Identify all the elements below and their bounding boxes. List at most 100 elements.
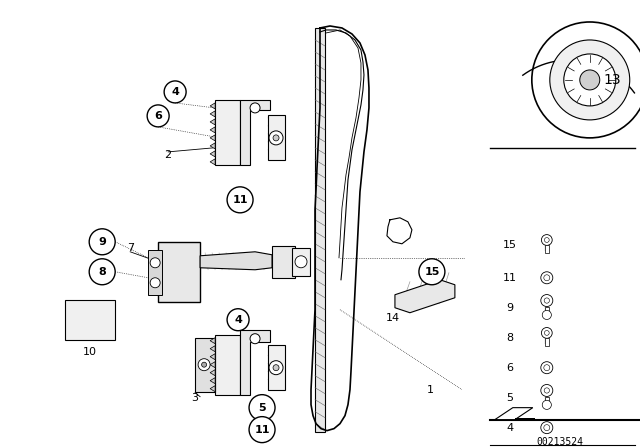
Circle shape <box>419 259 445 285</box>
Polygon shape <box>268 115 285 160</box>
Text: 9: 9 <box>506 303 513 313</box>
Text: 11: 11 <box>503 273 517 283</box>
Circle shape <box>541 422 553 434</box>
Polygon shape <box>495 408 533 420</box>
Circle shape <box>202 362 207 367</box>
Polygon shape <box>158 242 200 302</box>
Circle shape <box>227 187 253 213</box>
Text: 9: 9 <box>99 237 106 247</box>
Polygon shape <box>65 300 115 340</box>
Text: 4: 4 <box>171 87 179 97</box>
Circle shape <box>269 131 283 145</box>
Text: 11: 11 <box>232 195 248 205</box>
Circle shape <box>164 81 186 103</box>
Text: 4: 4 <box>234 315 242 325</box>
Polygon shape <box>210 119 215 125</box>
Polygon shape <box>395 280 455 313</box>
Text: 5: 5 <box>258 403 266 413</box>
FancyBboxPatch shape <box>545 338 548 346</box>
Text: 13: 13 <box>603 73 621 87</box>
Polygon shape <box>272 246 295 278</box>
Polygon shape <box>210 159 215 165</box>
Polygon shape <box>210 143 215 149</box>
Circle shape <box>89 259 115 285</box>
Polygon shape <box>210 362 215 368</box>
FancyBboxPatch shape <box>545 397 549 407</box>
Polygon shape <box>148 250 162 295</box>
Circle shape <box>250 334 260 344</box>
Circle shape <box>545 331 549 335</box>
Circle shape <box>541 294 553 306</box>
Polygon shape <box>210 135 215 141</box>
Polygon shape <box>210 151 215 157</box>
Circle shape <box>544 298 550 303</box>
Circle shape <box>532 22 640 138</box>
Circle shape <box>273 365 279 370</box>
Circle shape <box>542 401 552 409</box>
FancyBboxPatch shape <box>545 307 549 317</box>
Circle shape <box>544 388 550 393</box>
FancyBboxPatch shape <box>545 246 548 253</box>
Circle shape <box>544 425 550 431</box>
Circle shape <box>541 384 553 396</box>
Polygon shape <box>210 338 215 344</box>
Polygon shape <box>215 335 240 395</box>
Polygon shape <box>210 354 215 360</box>
Polygon shape <box>240 330 270 395</box>
Text: 8: 8 <box>99 267 106 277</box>
Circle shape <box>544 365 550 370</box>
Text: 6: 6 <box>154 111 162 121</box>
Circle shape <box>295 256 307 268</box>
Circle shape <box>227 309 249 331</box>
Circle shape <box>250 103 260 113</box>
Circle shape <box>273 135 279 141</box>
Circle shape <box>249 417 275 443</box>
Polygon shape <box>210 386 215 392</box>
Circle shape <box>150 278 160 288</box>
Circle shape <box>198 359 210 370</box>
Polygon shape <box>210 370 215 376</box>
Circle shape <box>541 327 552 338</box>
Polygon shape <box>268 345 285 390</box>
Text: 10: 10 <box>83 347 97 357</box>
Text: 1: 1 <box>426 385 433 395</box>
Polygon shape <box>210 378 215 383</box>
Polygon shape <box>215 100 240 165</box>
Text: 15: 15 <box>424 267 440 277</box>
Polygon shape <box>210 111 215 117</box>
Text: 5: 5 <box>506 392 513 403</box>
Text: 2: 2 <box>164 150 172 160</box>
Polygon shape <box>210 103 215 109</box>
Circle shape <box>269 361 283 375</box>
Circle shape <box>580 70 600 90</box>
Circle shape <box>150 258 160 268</box>
Circle shape <box>550 40 630 120</box>
Circle shape <box>564 54 616 106</box>
Polygon shape <box>210 346 215 352</box>
Circle shape <box>147 105 169 127</box>
Text: 4: 4 <box>506 422 513 433</box>
Text: 11: 11 <box>254 425 270 435</box>
Polygon shape <box>200 252 272 270</box>
Circle shape <box>542 310 552 319</box>
Polygon shape <box>292 248 310 276</box>
Circle shape <box>89 229 115 255</box>
Text: 6: 6 <box>506 363 513 373</box>
Text: 15: 15 <box>503 240 517 250</box>
Text: 14: 14 <box>386 313 400 323</box>
Polygon shape <box>515 418 535 420</box>
Polygon shape <box>210 127 215 133</box>
Polygon shape <box>195 338 215 392</box>
Circle shape <box>249 395 275 421</box>
Circle shape <box>541 235 552 246</box>
Circle shape <box>541 272 553 284</box>
Text: 3: 3 <box>191 392 198 403</box>
Text: 8: 8 <box>506 333 513 343</box>
Circle shape <box>545 237 549 242</box>
Circle shape <box>544 275 550 281</box>
Polygon shape <box>315 28 325 431</box>
Text: 00213524: 00213524 <box>536 437 583 447</box>
Polygon shape <box>240 100 270 165</box>
Text: 7: 7 <box>127 243 134 253</box>
Circle shape <box>541 362 553 374</box>
